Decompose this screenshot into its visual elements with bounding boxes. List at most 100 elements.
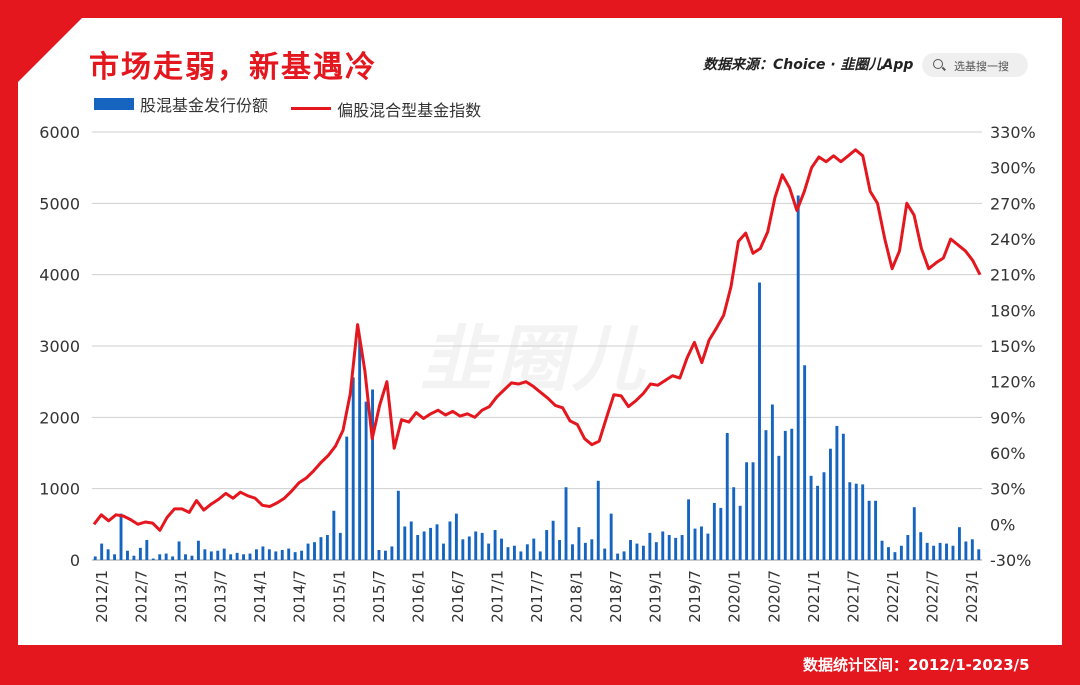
bar: [487, 543, 491, 560]
bar: [313, 542, 316, 560]
bar: [841, 433, 845, 560]
bar: [545, 530, 549, 560]
index-line: [92, 148, 982, 532]
right-tick-label: 60%: [990, 444, 1026, 463]
bar: [893, 552, 897, 560]
bar: [803, 365, 807, 560]
left-tick-label: 0: [70, 551, 80, 570]
bar: [919, 532, 923, 560]
bar: [887, 547, 890, 560]
bar: [725, 433, 729, 560]
bar: [319, 537, 323, 560]
bar-series: [93, 195, 981, 560]
right-tick-label: 30%: [990, 480, 1026, 499]
x-tick-label: 2018/1: [568, 570, 586, 623]
bar: [777, 455, 781, 560]
bar: [770, 404, 774, 560]
x-tick-label: 2022/1: [884, 570, 902, 623]
bar: [809, 475, 813, 560]
bar: [371, 389, 374, 560]
left-tick-label: 4000: [39, 266, 80, 285]
bar: [874, 500, 878, 560]
right-tick-label: 180%: [990, 301, 1036, 320]
x-tick-label: 2018/7: [607, 570, 625, 623]
bar: [525, 544, 529, 560]
bar: [629, 540, 632, 560]
left-tick-label: 6000: [39, 123, 80, 142]
gridlines: [92, 131, 982, 561]
right-tick-label: 330%: [990, 123, 1036, 142]
bar: [409, 521, 413, 560]
bar: [396, 490, 400, 560]
bar: [190, 555, 194, 560]
x-tick-label: 2017/1: [488, 570, 506, 623]
search-placeholder: 选基搜一搜: [954, 60, 1009, 73]
bar: [126, 550, 129, 560]
bar: [622, 551, 626, 560]
x-tick-label: 2013/7: [212, 570, 230, 623]
legend-bar-series: 股混基金发行份额: [94, 92, 268, 116]
bar: [255, 549, 258, 560]
x-tick-label: 2020/7: [765, 570, 783, 623]
search-box[interactable]: 选基搜一搜: [922, 53, 1028, 77]
bar: [654, 542, 658, 560]
bar: [932, 545, 936, 560]
bar: [377, 550, 381, 560]
left-tick-label: 3000: [39, 337, 80, 356]
bar: [390, 546, 394, 560]
date-range-footer: 数据统计区间：2012/1-2023/5: [803, 656, 1030, 674]
x-tick-label: 2012/1: [93, 570, 111, 623]
bar: [719, 507, 723, 560]
bar: [938, 542, 942, 560]
bar: [196, 540, 200, 560]
bar: [480, 532, 484, 560]
bar: [287, 548, 291, 560]
bar: [171, 556, 175, 560]
legend-bar-swatch: [94, 98, 134, 110]
bar: [158, 554, 162, 560]
bar: [854, 483, 858, 560]
bar: [106, 549, 110, 560]
bar: [609, 513, 613, 560]
bar: [209, 551, 213, 560]
bar: [493, 530, 497, 560]
bar: [693, 528, 697, 560]
bar: [429, 527, 433, 560]
x-tick-label: 2021/7: [844, 570, 862, 623]
x-tick-label: 2015/1: [330, 570, 348, 623]
corner-decoration: [0, 0, 100, 100]
bar: [899, 545, 903, 560]
chart-legend: 股混基金发行份额 偏股混合型基金指数: [94, 92, 499, 121]
bar: [906, 535, 910, 560]
bar: [242, 554, 246, 560]
left-axis-labels: 0 1000 2000 3000 4000 5000 6000: [39, 123, 80, 570]
bar: [661, 531, 665, 560]
right-tick-label: 210%: [990, 266, 1036, 285]
x-tick-label: 2019/1: [647, 570, 665, 623]
bar: [261, 546, 265, 560]
bar: [751, 462, 755, 560]
bar: [951, 545, 955, 560]
bar: [867, 500, 871, 560]
x-tick-label: 2023/1: [963, 570, 981, 623]
bar: [222, 548, 226, 560]
bar: [577, 527, 581, 560]
bar: [635, 543, 639, 560]
bar: [880, 540, 884, 560]
bar: [558, 540, 562, 560]
bar: [925, 542, 929, 560]
bar: [113, 554, 117, 560]
bar: [945, 543, 948, 560]
bar: [306, 543, 310, 560]
bar: [145, 540, 149, 560]
bar: [764, 430, 768, 560]
bar: [861, 484, 865, 560]
bar: [138, 547, 142, 560]
x-tick-label: 2013/1: [172, 570, 190, 623]
bar: [616, 553, 620, 560]
right-tick-label: 90%: [990, 408, 1026, 427]
bar: [442, 543, 445, 560]
right-tick-label: 300%: [990, 159, 1036, 178]
right-tick-label: 120%: [990, 373, 1036, 392]
bar: [216, 550, 220, 560]
